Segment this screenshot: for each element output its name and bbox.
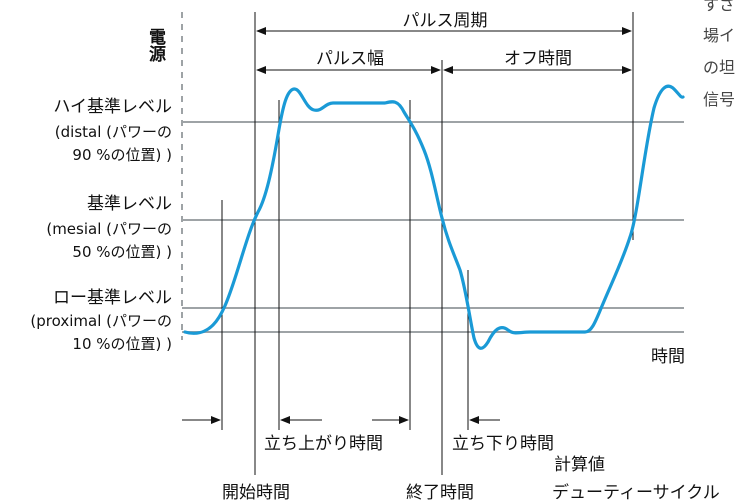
rise-time-label: 立ち上がり時間 bbox=[264, 434, 383, 454]
x-axis-label: 時間 bbox=[651, 347, 685, 367]
level-high-line2: (distal (パワーの bbox=[55, 123, 172, 141]
level-low-line1: ロー基準レベル bbox=[53, 288, 172, 308]
level-mid-line2: (mesial (パワーの bbox=[46, 220, 172, 238]
level-high-line3: 90 %の位置) ) bbox=[72, 146, 172, 164]
level-high-line1: ハイ基準レベル bbox=[53, 97, 172, 117]
period-label: パルス周期 bbox=[403, 11, 488, 31]
level-mid-line3: 50 %の位置) ) bbox=[72, 243, 172, 261]
level-low-line3: 10 %の位置) ) bbox=[72, 335, 172, 353]
width-label: パルス幅 bbox=[316, 49, 384, 69]
off-time-label: オフ時間 bbox=[504, 49, 572, 69]
side-text-3: の坦 bbox=[703, 58, 735, 77]
end-time-label: 終了時間 bbox=[406, 483, 474, 502]
y-axis-label: 電源 bbox=[145, 28, 166, 63]
side-text-1: すさ bbox=[703, 0, 735, 14]
pulse-waveform bbox=[183, 84, 685, 350]
start-time-label: 開始時間 bbox=[222, 483, 290, 502]
level-low-line2: (proximal (パワーの bbox=[30, 312, 172, 330]
side-text-2: 場イ bbox=[703, 26, 735, 45]
duty-cycle-label: デューティーサイクル bbox=[552, 482, 720, 502]
side-text-4: 信号 bbox=[703, 90, 735, 109]
level-mid-line1: 基準レベル bbox=[87, 194, 172, 214]
fall-time-label: 立ち下り時間 bbox=[452, 434, 554, 454]
computed-label: 計算値 bbox=[554, 455, 605, 475]
